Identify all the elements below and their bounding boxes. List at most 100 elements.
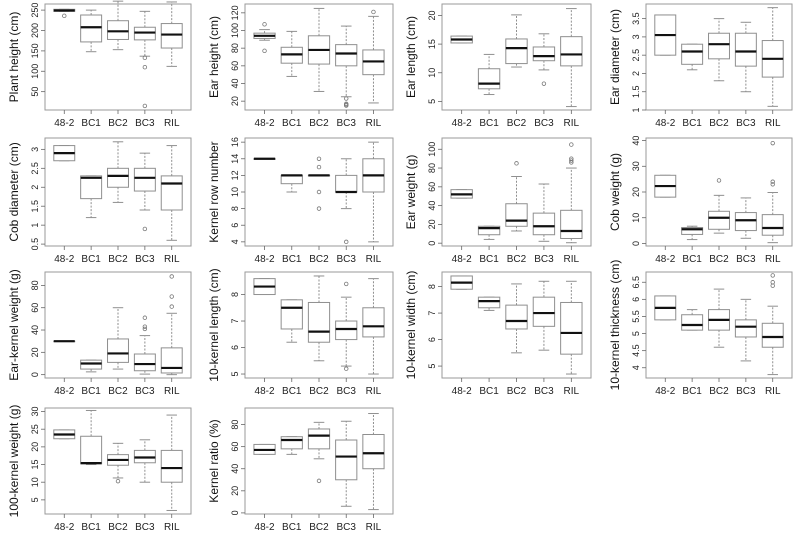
outlier-point [569,158,574,163]
y-tick-label: 5 [30,497,40,502]
iqr-box [560,36,583,67]
iqr-box [80,359,103,370]
x-tick-label: BC3 [534,386,554,397]
outlier-point [770,179,775,184]
box-BC1 [80,175,103,219]
iqr-box [362,434,385,470]
outlier-point [770,283,775,288]
iqr-box [761,214,784,236]
x-tick-label: RIL [765,386,781,397]
panel-1: 50 100 150 200 250 Plant height (cm) 48-2 BC1 BC… [7,0,192,129]
outlier-point [569,160,574,165]
iqr-box [133,167,156,192]
x-tick-label: BC3 [736,118,756,129]
panel-5: 0.5 1 1.5 2 2.5 3 Cob diameter (cm) 48-2 BC1 BC2 B… [7,137,192,265]
x-tick-label: BC2 [709,254,729,265]
box-BC1 [681,43,704,71]
y-tick-label: 5.5 [631,310,641,323]
iqr-box [160,175,183,211]
box-BC3 [532,183,556,242]
outlier-point [169,294,174,299]
x-tick-label: BC3 [135,386,155,397]
y-tick-label: 6.5 [631,276,641,289]
y-tick-label: 8 [427,284,437,289]
x-tick-label: RIL [366,522,382,533]
iqr-box [761,322,784,348]
x-tick-label: BC3 [135,118,155,129]
x-tick-label: BC3 [135,522,155,533]
outlier-point [316,478,322,484]
y-tick-label: 0 [427,241,437,246]
y-axis-label: Cob weight (g) [608,153,622,231]
box-RIL [761,7,784,107]
box-RIL [560,8,583,108]
x-tick-label: BC2 [507,386,527,397]
iqr-box [681,226,704,235]
outlier-point [514,161,519,166]
y-tick-label: 10 [427,68,437,78]
x-tick-label: BC2 [309,522,329,533]
panel-13: 5 10 15 20 25 30 100-kernel weight (g) 48-2 BC1 B… [7,405,192,533]
outlier-point [770,140,775,146]
y-axis-label: Ear height (cm) [207,16,221,98]
y-tick-label: 40 [230,464,240,474]
box-BC1 [80,409,103,466]
box-48-2 [450,35,473,44]
y-axis-label: 10-kernel width (cm) [404,271,418,380]
x-tick-label: 48-2 [255,254,275,265]
box-BC1 [477,225,501,240]
x-tick-label: 48-2 [255,386,275,397]
box-48-2 [53,340,76,343]
outlier-point [316,156,322,161]
y-tick-label: 25 [30,424,40,434]
y-tick-label: 60 [230,442,240,452]
y-tick-label: 20 [230,486,240,496]
box-BC3 [335,281,358,371]
outlier-point [770,273,775,278]
y-tick-label: 2 [30,185,40,190]
y-tick-label: 20 [30,347,40,357]
box-48-2 [53,145,76,162]
y-tick-label: 6 [230,345,240,350]
iqr-box [560,301,583,355]
iqr-box [160,449,183,483]
box-BC3 [532,280,556,351]
y-tick-label: 7 [427,311,437,316]
box-BC3 [734,21,757,93]
outlier-point [344,96,349,101]
box-BC2 [307,421,331,484]
x-tick-label: BC3 [337,522,357,533]
y-tick-label: 12 [230,170,240,180]
box-RIL [362,413,385,511]
outlier-point [316,206,322,211]
x-tick-label: RIL [564,254,580,265]
x-tick-label: BC3 [534,254,554,265]
box-RIL [160,1,183,67]
y-tick-label: 200 [30,23,40,38]
y-tick-label: 80 [230,43,240,53]
iqr-box [80,14,103,43]
x-tick-label: 48-2 [452,386,472,397]
x-tick-label: BC1 [81,254,101,265]
box-BC3 [335,158,358,245]
iqr-box [107,167,129,188]
x-tick-label: 48-2 [54,118,74,129]
panel-7: 0 20 40 60 80 100 Ear weight (g) 48-2 BC1 BC2 BC3 R… [404,137,592,265]
panel-11: 5 6 7 8 10-kernel width (cm) 48-2 BC1 BC2 BC3 RIL [404,271,592,397]
panel-2: 20 40 60 80 100 120 Ear height (cm) 48-2 BC1 BC2 B… [207,3,394,129]
x-tick-label: BC2 [108,386,128,397]
y-tick-label: 15 [427,39,437,49]
outlier-point [142,64,148,70]
y-tick-label: 2.5 [30,162,40,175]
box-48-2 [53,8,76,19]
box-48-2 [253,278,276,296]
box-RIL [761,273,784,376]
panel-14: 0 20 40 60 80 Kernel ratio (%) 48-2 BC1 BC2 BC3 RI… [207,407,394,533]
y-tick-label: 20 [427,219,437,229]
y-tick-label: 40 [230,78,240,88]
iqr-box [734,319,757,338]
box-BC2 [708,288,730,348]
x-tick-label: BC1 [682,386,702,397]
box-BC2 [107,0,129,51]
y-tick-label: 60 [427,182,437,192]
